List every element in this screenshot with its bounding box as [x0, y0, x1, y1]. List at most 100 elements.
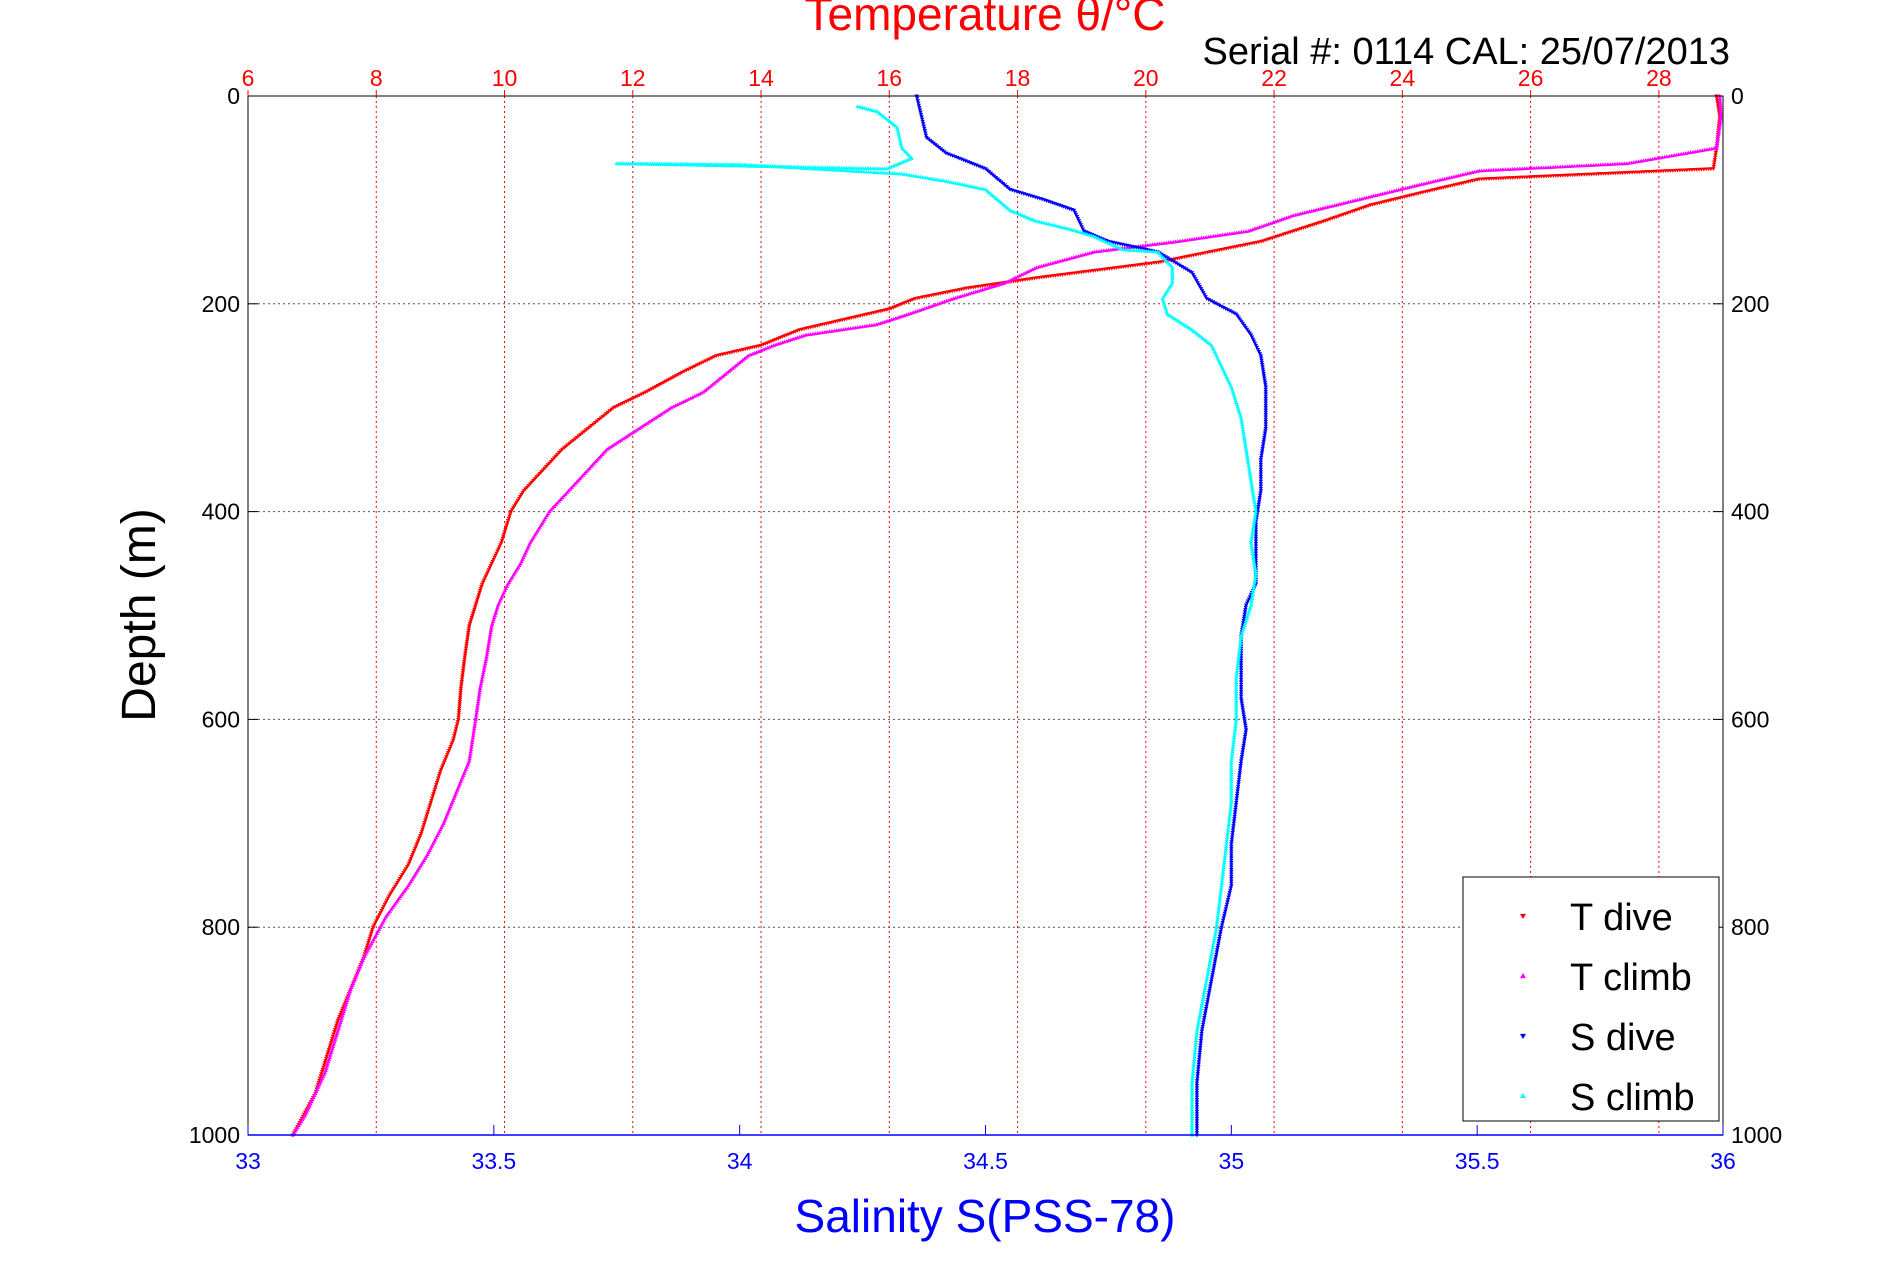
data-point [1214, 920, 1220, 925]
data-point [898, 141, 904, 145]
data-point [677, 371, 683, 376]
data-point [1233, 805, 1238, 810]
data-point [444, 755, 449, 760]
data-point [1239, 701, 1245, 706]
data-point [916, 103, 922, 108]
data-point [1238, 697, 1244, 701]
data-point [324, 1054, 330, 1059]
data-point [1231, 740, 1236, 745]
data-point [469, 744, 474, 749]
data-point [679, 370, 685, 375]
data-point [1258, 472, 1264, 477]
data-point [918, 110, 923, 115]
data-point [1238, 318, 1243, 323]
data-point [1194, 1095, 1200, 1100]
data-point [1164, 309, 1169, 314]
data-point [1225, 830, 1230, 835]
data-point [1194, 1112, 1200, 1116]
data-point [1071, 208, 1077, 213]
data-point [1238, 670, 1244, 675]
data-point [1207, 961, 1212, 965]
data-point [1212, 936, 1217, 941]
data-point [454, 724, 459, 729]
data-point [1234, 714, 1239, 719]
data-point [1260, 367, 1266, 372]
data-point [1237, 775, 1242, 780]
data-point [485, 650, 490, 655]
data-point [1263, 385, 1268, 390]
data-point [615, 404, 621, 408]
data-point [1198, 1006, 1204, 1011]
data-point [1263, 387, 1268, 392]
axes-layer: 0 0 200 200 400 400 600 600 800 800 1000 1000 6 8 10 12… [189, 65, 1782, 1174]
data-point [423, 818, 428, 823]
data-point [1211, 940, 1216, 945]
data-point [1714, 96, 1720, 101]
data-point [382, 902, 388, 907]
data-point [1234, 400, 1239, 405]
data-point [1250, 594, 1255, 598]
data-point [1222, 914, 1227, 918]
salinity-tick-label: 34.5 [963, 1148, 1008, 1174]
data-point [1218, 927, 1224, 932]
data-point [1195, 281, 1200, 285]
data-point [643, 422, 648, 427]
data-point [1219, 878, 1225, 883]
data-point [488, 564, 493, 568]
data-point [647, 419, 652, 424]
data-point [1520, 913, 1526, 919]
data-point [456, 713, 461, 718]
data-point [1219, 923, 1225, 928]
data-point [1229, 774, 1234, 779]
data-point [487, 566, 492, 570]
data-point [1170, 267, 1175, 272]
data-point [334, 1033, 339, 1038]
data-point [1216, 939, 1222, 943]
data-point [899, 143, 904, 148]
data-point [1203, 1009, 1208, 1013]
data-point [470, 735, 476, 740]
data-point [1234, 680, 1239, 684]
data-point [1229, 856, 1234, 861]
data-point [469, 742, 474, 747]
data-point [1253, 532, 1259, 537]
data-point [1234, 703, 1239, 708]
data-point [1243, 605, 1248, 610]
data-point [474, 712, 479, 717]
data-point [1258, 356, 1264, 361]
data-point [474, 599, 480, 604]
data-point [915, 99, 920, 103]
data-point [1078, 223, 1084, 228]
data-point [1245, 455, 1250, 460]
data-point [1227, 309, 1233, 314]
data-point [1253, 573, 1258, 578]
data-point [1248, 476, 1253, 480]
data-point [1520, 973, 1526, 979]
data-point [425, 809, 431, 814]
data-point [1194, 1131, 1200, 1135]
data-point [1229, 788, 1234, 793]
data-point [665, 408, 670, 412]
data-point [1196, 1017, 1202, 1022]
temperature-tick-label: 22 [1261, 65, 1287, 91]
data-point [1203, 1011, 1208, 1016]
data-point [479, 584, 484, 589]
data-point [1243, 325, 1248, 330]
data-point [1230, 830, 1235, 835]
data-point [402, 869, 407, 873]
data-point [1196, 1064, 1201, 1069]
data-point [1196, 1067, 1201, 1072]
data-point [1718, 109, 1723, 114]
data-point [447, 746, 452, 751]
data-point [1712, 157, 1718, 162]
data-point [1242, 719, 1247, 724]
data-point [1238, 415, 1244, 420]
data-point [334, 1031, 340, 1035]
data-point [1217, 897, 1223, 902]
data-point [1189, 1085, 1195, 1090]
data-point [1216, 906, 1221, 911]
y-tick-label-right: 1000 [1731, 1122, 1782, 1148]
data-point [898, 138, 903, 143]
data-point [1241, 616, 1247, 621]
data-point [1229, 867, 1234, 872]
